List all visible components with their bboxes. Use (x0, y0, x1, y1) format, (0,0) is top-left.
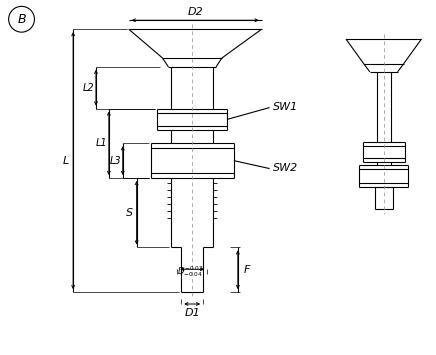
Text: L1: L1 (96, 138, 108, 148)
Text: F: F (244, 265, 250, 275)
Text: D2: D2 (187, 7, 203, 17)
Text: L3: L3 (110, 155, 122, 166)
Text: SW1: SW1 (272, 102, 298, 111)
Text: B: B (17, 13, 26, 26)
Text: D1: D1 (184, 308, 200, 318)
Text: L: L (63, 155, 69, 166)
Text: SW2: SW2 (272, 163, 298, 173)
Text: S: S (126, 208, 133, 218)
Text: $D^{-0.02}_{-0.04}$: $D^{-0.02}_{-0.04}$ (177, 264, 204, 279)
Text: L2: L2 (83, 83, 95, 93)
